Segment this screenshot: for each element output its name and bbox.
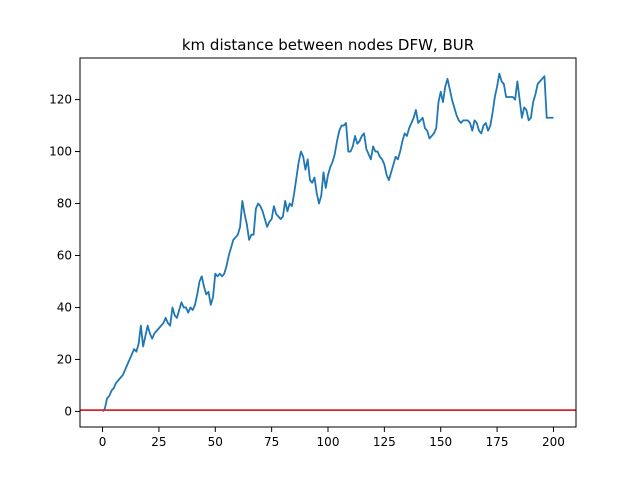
y-tick-label: 60: [57, 248, 72, 262]
y-tick-label: 120: [49, 93, 72, 107]
series-line: [101, 72, 554, 412]
x-axis: 0 25 50 75 100 125 150 175 200: [99, 427, 565, 449]
x-tick-label: 200: [542, 435, 565, 449]
plot-area: [80, 72, 576, 412]
y-tick-label: 80: [57, 197, 72, 211]
x-tick-label: 100: [317, 435, 340, 449]
x-tick-label: 75: [264, 435, 279, 449]
x-tick-label: 25: [151, 435, 166, 449]
y-tick-label: 100: [49, 145, 72, 159]
y-axis: 0 20 40 60 80 100 120: [49, 93, 80, 418]
x-tick-label: 175: [486, 435, 509, 449]
y-tick-label: 40: [57, 300, 72, 314]
y-tick-label: 0: [64, 404, 72, 418]
x-tick-label: 0: [99, 435, 107, 449]
chart-title: km distance between nodes DFW, BUR: [182, 36, 474, 54]
y-tick-label: 20: [57, 352, 72, 366]
x-tick-label: 125: [373, 435, 396, 449]
x-tick-label: 150: [429, 435, 452, 449]
x-tick-label: 50: [208, 435, 223, 449]
axes-frame: [79, 57, 577, 428]
